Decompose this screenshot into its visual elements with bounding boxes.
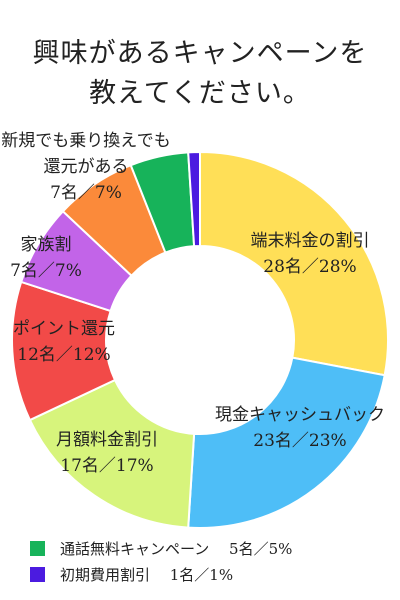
slice-label-line: 新規でも乗り換えでも bbox=[1, 131, 171, 151]
donut-slice bbox=[187, 150, 201, 248]
slice-label-line: 還元がある bbox=[43, 157, 129, 177]
slice-label-line: 28名／28% bbox=[263, 257, 357, 277]
slice-label-line: 端末料金の割引 bbox=[250, 231, 370, 251]
slice-label: 現金キャッシュバック 23名／23% bbox=[215, 402, 385, 454]
slice-label-line: 7名／7% bbox=[10, 261, 82, 281]
slice-label-line: ポイント還元 bbox=[13, 319, 115, 339]
slice-label: ポイント還元 12名／12% bbox=[13, 316, 115, 368]
slice-label-line: 月額料金割引 bbox=[56, 430, 158, 450]
donut-slice bbox=[187, 356, 386, 529]
legend-swatch bbox=[30, 541, 45, 556]
donut-slice bbox=[28, 378, 196, 529]
slice-label-line: 家族割 bbox=[20, 235, 72, 255]
slice-label-line: 23名／23% bbox=[253, 431, 347, 451]
legend-label: 通話無料キャンペーン 5名／5% bbox=[60, 540, 293, 558]
legend-swatch bbox=[30, 567, 45, 582]
slice-label-line: 現金キャッシュバック bbox=[215, 405, 385, 425]
donut-slice bbox=[199, 150, 389, 377]
slice-label: 月額料金割引 17名／17% bbox=[56, 427, 158, 479]
chart-title-line-1: 興味があるキャンペーンを bbox=[32, 38, 368, 69]
chart-title: 興味があるキャンペーンを 教えてください。 bbox=[0, 34, 400, 114]
slice-label: 端末料金の割引 28名／28% bbox=[251, 228, 370, 280]
slice-label-line: 17名／17% bbox=[60, 456, 154, 476]
slice-label: 家族割 7名／7% bbox=[10, 232, 82, 284]
slice-label-line: 7名／7% bbox=[50, 183, 122, 203]
chart-title-line-2: 教えてください。 bbox=[89, 78, 311, 109]
slice-label: 新規でも乗り換えでも 還元がある 7名／7% bbox=[1, 128, 171, 206]
legend-label: 初期費用割引 1名／1% bbox=[60, 566, 234, 584]
slice-label-line: 12名／12% bbox=[17, 345, 111, 365]
